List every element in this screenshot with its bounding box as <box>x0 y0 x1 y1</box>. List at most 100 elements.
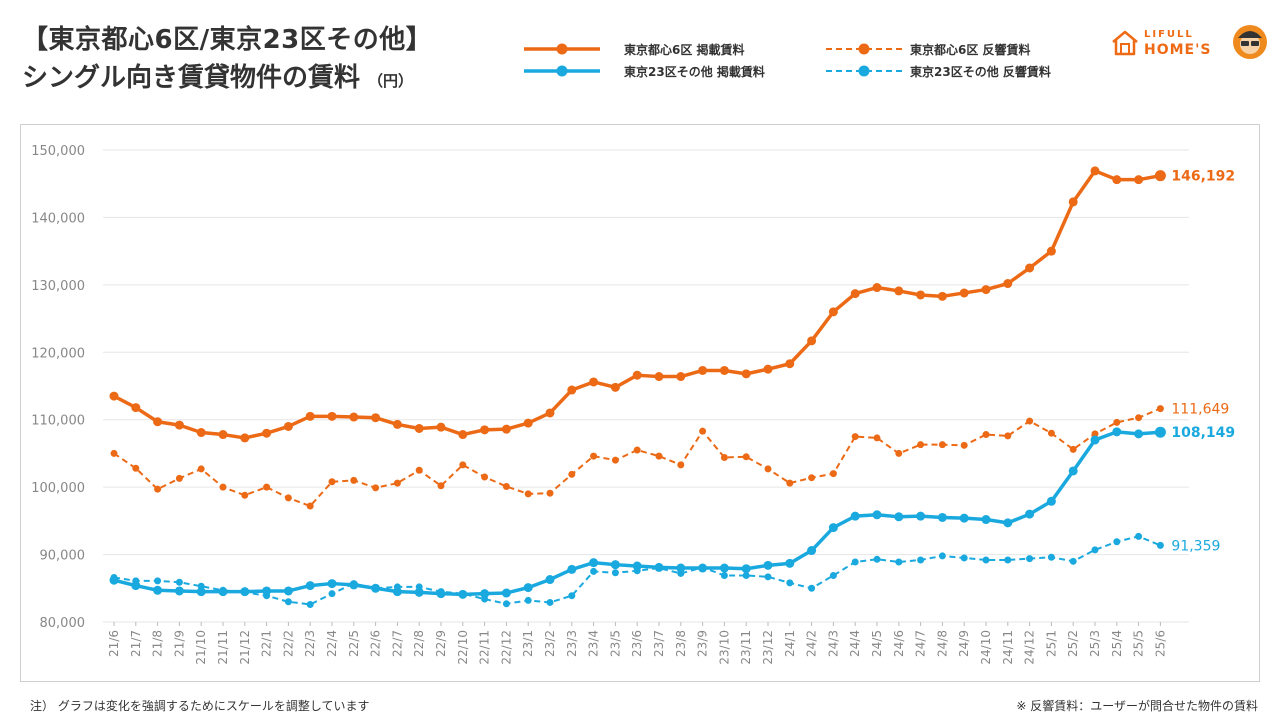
series-3-point <box>895 558 903 566</box>
series-1-point <box>633 446 641 454</box>
x-tick-label: 21/6 <box>107 630 121 657</box>
logo-text: LIFULL HOME'S <box>1144 28 1211 57</box>
x-tick-label: 22/5 <box>347 630 361 657</box>
series-1-point <box>1004 432 1012 440</box>
series-0-point <box>850 289 860 299</box>
series-1-point <box>895 449 903 457</box>
series-1-point <box>372 484 380 492</box>
x-tick-label: 23/8 <box>674 630 688 657</box>
series-0-point <box>480 425 490 435</box>
series-0-point <box>501 424 511 434</box>
x-tick-label: 22/11 <box>478 630 492 665</box>
series-1-point <box>175 474 183 482</box>
series-2-point <box>327 579 337 589</box>
series-1-point <box>1069 445 1077 453</box>
series-2-point <box>392 587 402 597</box>
series-2-point <box>1154 426 1166 438</box>
series-1-point <box>415 466 423 474</box>
series-1-point <box>1135 414 1143 422</box>
series-1-point <box>590 452 598 460</box>
series-1-point <box>481 473 489 481</box>
logo-line-1: LIFULL <box>1144 29 1194 40</box>
series-0-point <box>240 433 250 443</box>
series-0-point <box>894 286 904 296</box>
series-2-point <box>632 561 642 571</box>
series-1-point <box>677 461 685 469</box>
series-0-point <box>872 283 882 293</box>
series-0-point <box>283 421 293 431</box>
series-1-point <box>197 465 205 473</box>
series-3-point <box>829 571 837 579</box>
series-2-point <box>916 511 926 521</box>
x-tick-label: 23/3 <box>565 630 579 657</box>
series-2-point <box>1025 509 1035 519</box>
series-2-point <box>676 563 686 573</box>
x-tick-label: 24/3 <box>826 630 840 657</box>
series-3-point <box>808 584 816 592</box>
series-1-point <box>742 453 750 461</box>
series-1-point <box>917 441 925 449</box>
series-0-point <box>959 288 969 298</box>
series-0-point <box>305 411 315 421</box>
series-2-point <box>305 581 315 591</box>
series-0-point <box>436 422 446 432</box>
series-2-point <box>763 560 773 570</box>
series-2-point <box>174 586 184 596</box>
series-2-point <box>654 562 664 572</box>
x-tick-label: 23/9 <box>696 630 710 657</box>
x-tick-label: 22/4 <box>325 630 339 657</box>
series-0-point <box>1134 175 1144 185</box>
series-1-point <box>938 441 946 449</box>
x-tick-label: 22/7 <box>390 630 404 657</box>
series-2-point <box>850 511 860 521</box>
series-2-point <box>240 587 250 597</box>
title-line-2: シングル向き賃貸物件の賃料 （円） <box>22 58 432 101</box>
series-0-point <box>1090 166 1100 176</box>
mascot-icon <box>1233 25 1267 59</box>
series-2-point <box>719 563 729 573</box>
x-tick-label: 23/6 <box>630 630 644 657</box>
title-line-1: 【東京都心6区/東京23区その他】 <box>22 25 433 55</box>
series-1-point <box>611 456 619 464</box>
series-0-point <box>414 423 424 433</box>
x-tick-label: 25/3 <box>1088 630 1102 657</box>
series-1-point <box>1047 429 1055 437</box>
legend-swatch-s2 <box>524 65 600 77</box>
series-3-point <box>568 592 576 600</box>
series-1-point <box>808 474 816 482</box>
series-0-point <box>763 364 773 374</box>
x-tick-label: 22/8 <box>412 630 426 657</box>
x-tick-label: 21/8 <box>151 630 165 657</box>
series-0-point <box>109 391 119 401</box>
logo-line-2: HOME'S <box>1144 42 1212 58</box>
y-tick-label: 120,000 <box>31 346 85 361</box>
series-2-point <box>1003 518 1013 528</box>
legend-swatch-s1 <box>826 43 902 55</box>
series-0-point <box>1068 197 1078 207</box>
series-0-point <box>131 403 141 413</box>
x-tick-label: 22/2 <box>281 630 295 657</box>
x-tick-label: 22/3 <box>303 630 317 657</box>
x-tick-label: 23/4 <box>587 630 601 657</box>
x-tick-label: 25/4 <box>1110 630 1124 657</box>
series-2-point <box>349 580 359 590</box>
x-tick-label: 23/7 <box>652 630 666 657</box>
series-3-point <box>154 577 162 585</box>
x-tick-label: 21/7 <box>129 630 143 657</box>
series-1-point <box>829 470 837 478</box>
series-3-point <box>960 554 968 562</box>
series-0-point <box>218 430 228 440</box>
series-0-point <box>828 307 838 317</box>
x-tick-label: 25/5 <box>1132 630 1146 657</box>
series-2-point <box>959 513 969 523</box>
series-1-point <box>655 452 663 460</box>
y-tick-label: 140,000 <box>31 211 85 226</box>
series-3-point <box>1004 556 1012 564</box>
series-3-point <box>1069 557 1077 565</box>
series-2-point <box>937 512 947 522</box>
series-1-point <box>328 478 336 486</box>
footnote-right: ※ 反響賃料：ユーザーが問合せた物件の賃料 <box>1016 699 1258 713</box>
series-2-point <box>741 564 751 574</box>
x-tick-label: 24/4 <box>848 630 862 657</box>
series-0-point <box>523 418 533 428</box>
